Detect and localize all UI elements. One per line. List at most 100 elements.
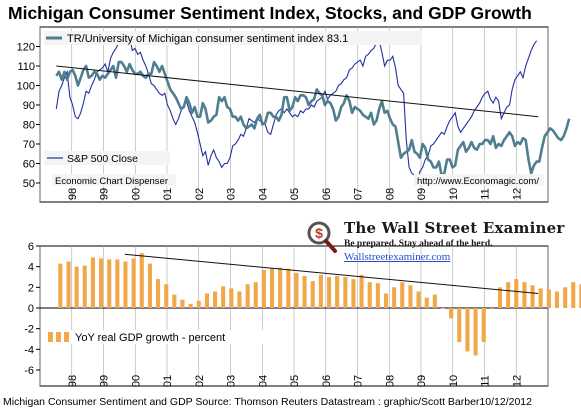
- top-x-tick-label: 03: [226, 188, 238, 200]
- bottom-x-tick-label: 12: [511, 375, 523, 387]
- gdp-bar: [579, 284, 581, 308]
- gdp-bar: [465, 308, 470, 352]
- gdp-bar: [335, 276, 340, 308]
- top-chart-panel: 50 60 70 80 90 100 110 120 98 99 00 01 02 03 04 05 06 07 0…: [17, 26, 571, 203]
- gdp-bar: [196, 300, 201, 308]
- gdp-bar: [514, 279, 519, 308]
- gdp-bar: [213, 291, 218, 308]
- sp500-legend-label: S&P 500 Close: [67, 153, 138, 165]
- annotation-economagic-url: http://www.Economagic.com/: [417, 176, 539, 187]
- top-x-tick-label: 02: [194, 188, 206, 200]
- top-y-tick-label: 60: [23, 159, 35, 171]
- gdp-bar: [58, 263, 63, 308]
- bottom-x-tick-label: 06: [321, 375, 333, 387]
- bottom-x-tick-label: 04: [257, 375, 269, 387]
- bottom-x-tick-label: 11: [480, 375, 492, 386]
- gdp-bar: [147, 263, 152, 308]
- bottom-y-tick-label: 0: [28, 303, 34, 315]
- gdp-bar: [359, 274, 364, 308]
- gdp-bar: [392, 287, 397, 308]
- top-x-tick-label: 04: [257, 188, 269, 200]
- bottom-x-tick-label: 00: [130, 375, 142, 387]
- gdp-bar: [245, 284, 250, 308]
- gdp-bar: [131, 258, 136, 308]
- gdp-bar: [473, 308, 478, 356]
- gdp-bar: [90, 257, 95, 308]
- gdp-bar: [139, 253, 144, 308]
- top-y-tick-label: 70: [23, 139, 35, 151]
- sp500-legend-box: [44, 151, 170, 165]
- gdp-bar: [188, 303, 193, 308]
- gdp-legend-box: [44, 330, 266, 344]
- top-x-tick-label: 11: [480, 188, 492, 199]
- bottom-y-tick-label: 4: [28, 262, 34, 274]
- gdp-bar: [253, 282, 258, 308]
- sp500-line: [55, 33, 538, 185]
- gdp-legend-swatch: [48, 332, 53, 342]
- sentiment-legend-label: TR/University of Michigan consumer senti…: [67, 33, 348, 45]
- bottom-x-tick-label: 08: [384, 375, 396, 387]
- svg-text:$: $: [315, 225, 323, 241]
- gdp-legend-swatch: [56, 332, 61, 342]
- bottom-y-tick-label: -4: [24, 344, 34, 356]
- watermark-brand: The Wall Street Examiner: [344, 219, 565, 237]
- gdp-bar: [449, 308, 454, 319]
- gdp-bar: [261, 269, 266, 308]
- top-x-tick-label: 12: [511, 188, 523, 200]
- gdp-bar: [343, 277, 348, 308]
- gdp-bar: [497, 287, 502, 308]
- gdp-bar: [123, 261, 128, 308]
- bottom-x-tick-label: 02: [194, 375, 206, 387]
- gdp-bar: [294, 272, 299, 308]
- gdp-bar: [489, 308, 494, 309]
- gdp-bar: [221, 286, 226, 308]
- gdp-bar: [180, 299, 185, 308]
- bottom-y-tick-label: 6: [28, 241, 34, 253]
- top-x-tick-label: 00: [130, 188, 142, 200]
- top-x-tick-label: 10: [448, 188, 460, 200]
- bottom-x-tick-label: 10: [448, 375, 460, 387]
- gdp-bar: [74, 266, 79, 308]
- bottom-y-tick-label: -2: [24, 324, 34, 336]
- bottom-x-tick-label: 98: [67, 375, 79, 387]
- gdp-bar: [416, 291, 421, 308]
- watermark-tagline: Be prepared. Stay ahead of the herd.: [344, 239, 493, 249]
- gdp-bar: [384, 293, 389, 308]
- gdp-bar: [156, 279, 161, 308]
- gdp-bar: [327, 277, 332, 308]
- gdp-bar: [554, 291, 559, 308]
- bottom-x-tick-label: 03: [226, 375, 238, 387]
- gdp-bar: [375, 283, 380, 308]
- top-x-tick-label: 98: [67, 188, 79, 200]
- gdp-bar: [82, 265, 87, 308]
- gdp-bar: [229, 288, 234, 308]
- top-y-tick-label: 120: [17, 42, 35, 54]
- annotation-chart-dispenser: Economic Chart Dispenser: [55, 176, 168, 187]
- gdp-bar: [237, 291, 242, 308]
- annotation-box-right: [414, 174, 544, 186]
- top-trendline: [56, 65, 539, 118]
- bottom-x-tick-label: 01: [162, 375, 174, 387]
- sentiment-line: [55, 60, 571, 177]
- annotation-box-left: [52, 174, 176, 186]
- bottom-y-tick-label: -6: [24, 365, 34, 377]
- gdp-bar: [522, 282, 527, 308]
- gdp-bar: [204, 293, 209, 308]
- gdp-bar: [270, 268, 275, 308]
- watermark-url-link[interactable]: Wallstreetexaminer.com: [344, 251, 451, 263]
- gdp-bar: [400, 282, 405, 308]
- gdp-bar: [278, 267, 283, 308]
- gdp-bar: [563, 287, 568, 308]
- gdp-bar: [538, 288, 543, 308]
- sentiment-legend-box: [44, 31, 422, 45]
- gdp-bar: [408, 285, 413, 308]
- gdp-bar: [530, 285, 535, 308]
- gdp-bar: [351, 279, 356, 308]
- gdp-bar: [172, 294, 177, 308]
- top-y-tick-label: 90: [23, 100, 35, 112]
- gdp-bar: [506, 282, 511, 308]
- top-x-tick-label: 05: [289, 188, 301, 200]
- top-x-tick-label: 01: [162, 188, 174, 200]
